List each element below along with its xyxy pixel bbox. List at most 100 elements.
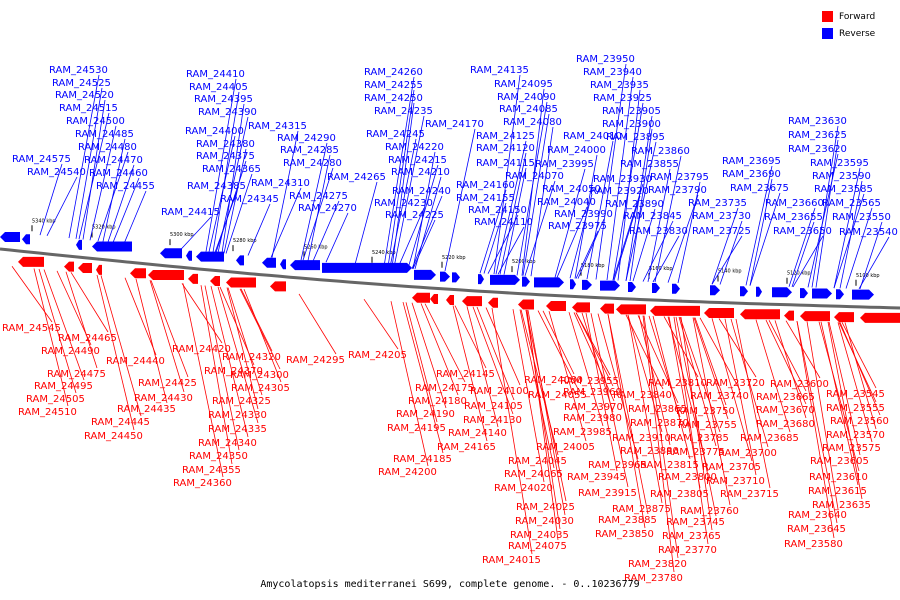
reverse-gene-label: RAM_23620 [788,144,847,155]
legend-forward: Forward [822,8,892,25]
forward-gene-label-line [181,283,223,344]
reverse-gene-label-line [444,128,476,272]
reverse-feature [22,234,30,245]
reverse-gene-label: RAM_24480 [78,142,137,153]
forward-gene-label-line [491,307,533,555]
reverse-gene-label: RAM_24395 [194,94,253,105]
reverse-gene-label-line [205,78,237,252]
forward-gene-label: RAM_24295 [286,355,345,366]
reverse-gene-label-line [556,206,588,278]
forward-swatch [822,11,833,22]
reverse-gene-label-line [212,91,240,253]
reverse-gene-label-line [354,181,378,265]
forward-gene-label-line [667,316,709,472]
forward-gene-label-line [520,309,559,456]
forward-gene-label-line [844,322,877,430]
scale-tick-label: 5100 kbp [856,273,880,279]
forward-gene-label: RAM_23700 [718,448,777,459]
forward-gene-label: RAM_23645 [787,524,846,535]
forward-gene-label-line [363,298,399,350]
reverse-gene-label-line [221,103,245,254]
forward-gene-label: RAM_23785 [670,433,729,444]
forward-gene-label: RAM_23640 [788,510,847,521]
reverse-gene-label: RAM_24530 [49,65,108,76]
forward-gene-label: RAM_23615 [808,486,867,497]
reverse-gene-label-line [97,151,129,242]
reverse-gene-label: RAM_23675 [730,183,789,194]
reverse-gene-label: RAM_23590 [812,171,871,182]
forward-gene-label-line [675,316,717,517]
forward-gene-labels: RAM_24545RAM_24465RAM_24490RAM_24475RAM_… [2,266,889,584]
forward-gene-label: RAM_23670 [756,405,815,416]
reverse-gene-label-line [307,154,331,261]
forward-gene-label: RAM_23980 [563,413,622,424]
reverse-feature [322,262,412,273]
forward-feature [412,292,430,303]
reverse-gene-label-line [791,221,815,288]
forward-gene-label-line [668,316,701,489]
reverse-gene-label: RAM_23905 [602,106,661,117]
reverse-gene-label-line [711,207,739,285]
reverse-gene-label: RAM_23925 [593,93,652,104]
forward-feature [226,277,256,288]
forward-gene-label-line [765,319,807,405]
reverse-gene-label: RAM_24215 [388,155,447,166]
reverse-feature [478,274,484,285]
reverse-gene-label-line [414,176,442,270]
reverse-gene-label-line [524,180,556,276]
forward-gene-label-line [718,318,757,378]
forward-gene-label-line [818,321,860,472]
reverse-gene-label: RAM_24400 [185,126,244,137]
scale-tick-label: 5220 kbp [442,255,466,261]
forward-gene-label: RAM_23820 [628,559,687,570]
forward-gene-label-line [680,317,713,531]
reverse-gene-label-line [629,128,653,282]
forward-gene-label-line [838,322,877,403]
forward-gene-label: RAM_23815 [640,460,699,471]
forward-gene-label: RAM_23880 [620,446,679,457]
forward-gene-label-line [590,313,629,488]
forward-gene-label-line [65,271,98,369]
reverse-strand-features [0,232,874,300]
forward-gene-label-line [476,306,515,401]
forward-gene-label: RAM_23545 [826,389,885,400]
scale-tick-label: 5340 kbp [32,218,56,224]
reverse-gene-label: RAM_24000 [547,145,606,156]
forward-gene-label-line [806,321,839,510]
forward-gene-label-line [643,315,679,559]
reverse-gene-label: RAM_24125 [476,131,535,142]
forward-gene-label-line [204,285,240,451]
reverse-feature [236,255,244,266]
reverse-gene-label-line [107,164,135,243]
reverse-gene-label: RAM_24455 [96,181,155,192]
forward-gene-label: RAM_24190 [396,409,455,420]
forward-gene-label: RAM_24075 [508,541,567,552]
reverse-gene-label-line [833,167,861,289]
forward-gene-label-line [568,312,604,427]
forward-feature [210,275,220,286]
reverse-gene-label: RAM_24310 [251,178,310,189]
forward-gene-label-line [124,277,157,356]
legend-forward-label: Forward [839,11,876,22]
forward-gene-label-line [485,307,521,386]
reverse-gene-label: RAM_23920 [590,186,649,197]
forward-gene-label: RAM_24035 [510,530,569,541]
forward-gene-label-line [837,322,873,443]
reverse-gene-label-line [625,141,657,281]
reverse-swatch [822,28,833,39]
forward-feature [130,268,146,279]
reverse-gene-label-line [606,76,634,281]
reverse-gene-label: RAM_24410 [186,69,245,80]
forward-gene-label-line [548,311,587,442]
reverse-gene-label: RAM_24285 [280,145,339,156]
forward-gene-label: RAM_23720 [706,378,765,389]
reverse-gene-label: RAM_23995 [535,159,594,170]
forward-gene-label-line [217,286,259,424]
forward-gene-label: RAM_23760 [680,506,739,517]
reverse-feature [0,232,20,242]
forward-gene-label: RAM_24020 [494,483,553,494]
reverse-gene-label-line [652,235,680,283]
forward-gene-label: RAM_23560 [830,416,889,427]
forward-gene-label: RAM_24420 [172,344,231,355]
